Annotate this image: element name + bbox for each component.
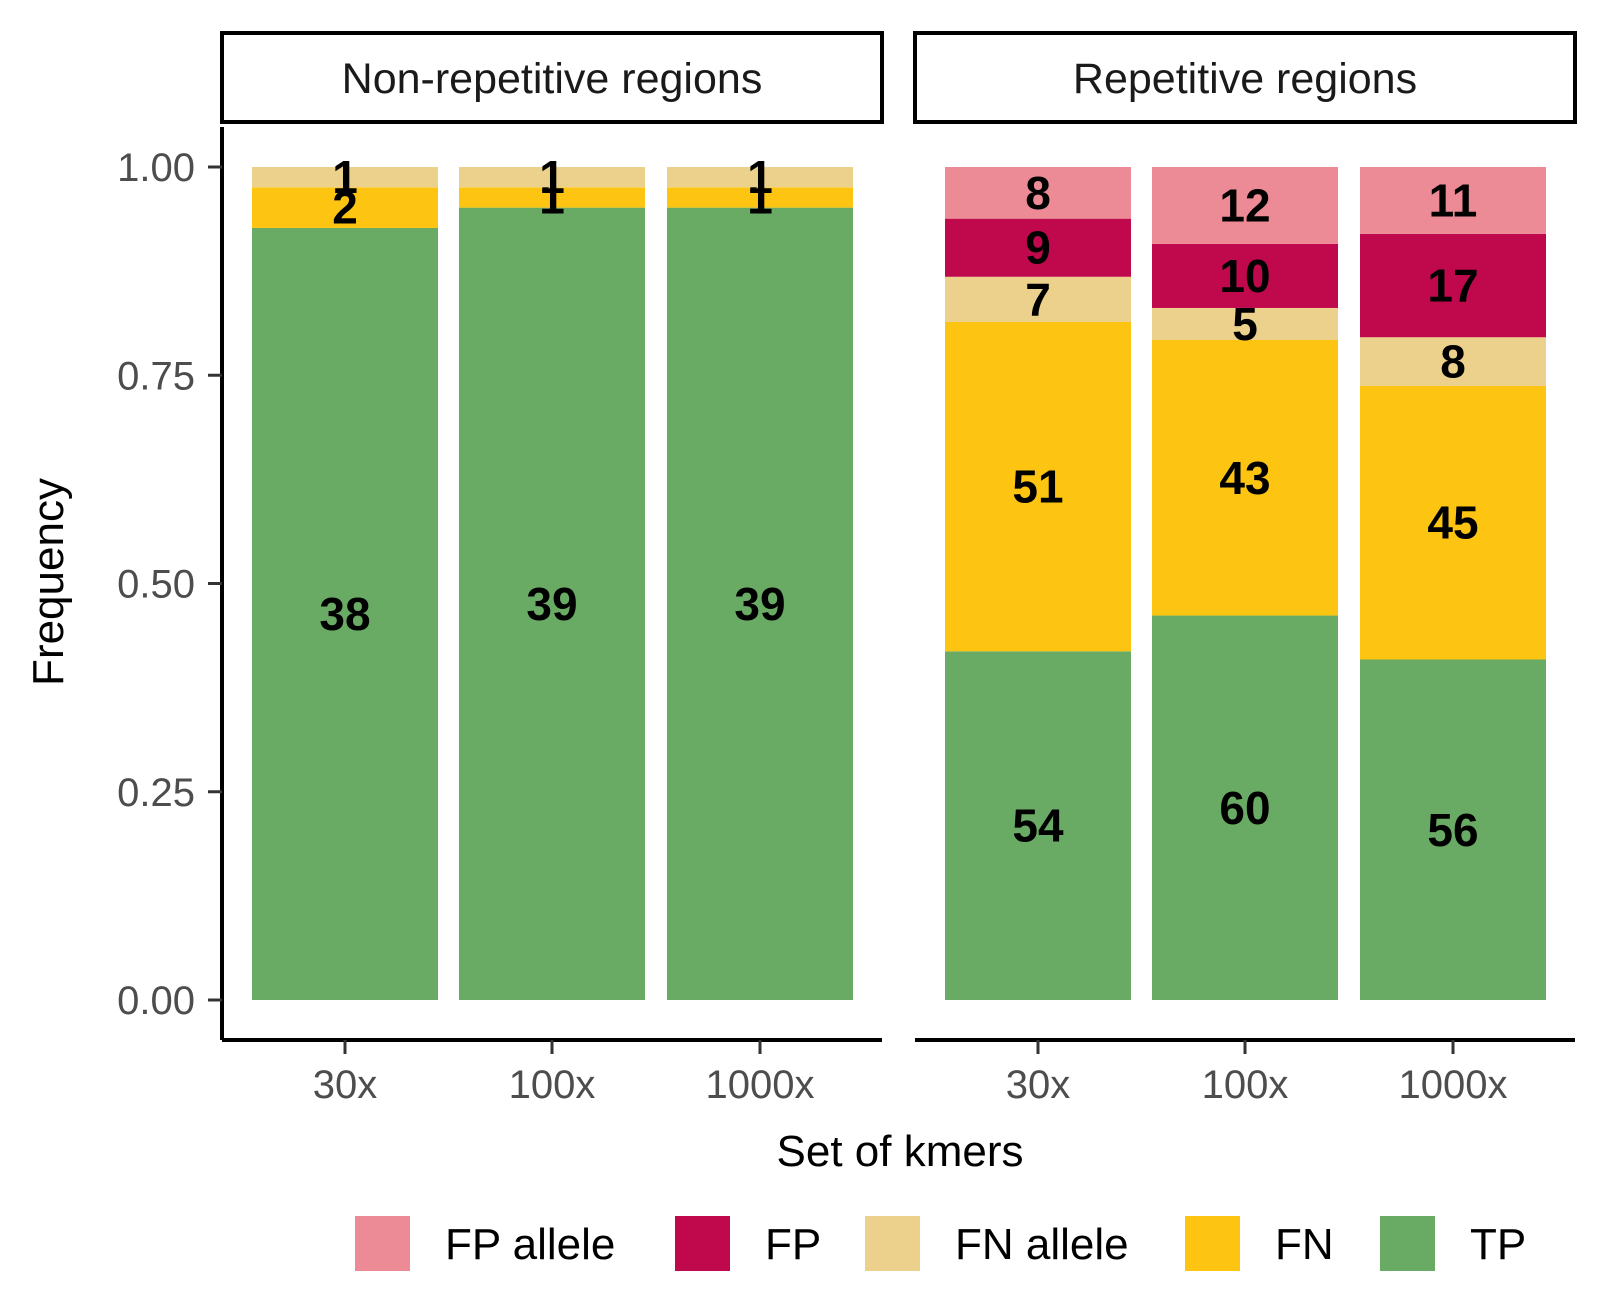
legend-item: TP (1380, 1216, 1526, 1271)
legend-swatch (865, 1216, 920, 1271)
legend-label: FN allele (955, 1220, 1129, 1269)
facet-strip (220, 31, 884, 124)
data-label: 51 (1012, 461, 1063, 513)
x-tick-label: 100x (509, 1063, 596, 1107)
bar-segment (945, 321, 1131, 652)
bar-segment (1360, 659, 1546, 1000)
bar-segment (252, 187, 438, 228)
legend-label: FN (1275, 1220, 1334, 1269)
facet-panel: Repetitive regions5451798604351012564581… (913, 31, 1577, 1000)
legend-swatch (675, 1216, 730, 1271)
bar-segment (1152, 615, 1338, 1000)
y-tick-label: 0.50 (117, 563, 195, 607)
data-label: 10 (1219, 250, 1270, 302)
facet-strip-label: Repetitive regions (1073, 55, 1417, 103)
bar-segment (252, 227, 438, 1000)
data-label: 1 (539, 151, 565, 203)
bar-segment (667, 207, 853, 1000)
x-axis-title: Set of kmers (777, 1127, 1024, 1176)
data-label: 1 (747, 151, 773, 203)
bar-segment (667, 187, 853, 208)
x-tick-label: 1000x (706, 1063, 815, 1107)
legend-label: FP allele (445, 1220, 615, 1269)
y-tick-label: 0.25 (117, 771, 195, 815)
bar-segment (1152, 307, 1338, 341)
facet-strip (913, 31, 1577, 124)
y-axis-title: Frequency (24, 478, 73, 686)
bar-segment (1360, 233, 1546, 338)
data-label: 45 (1427, 497, 1478, 549)
data-label: 8 (1025, 167, 1051, 219)
data-label: 56 (1427, 804, 1478, 856)
legend-item: FN allele (865, 1216, 1129, 1271)
legend-item: FN (1185, 1216, 1334, 1271)
bar-segment (1152, 167, 1338, 244)
stacked-bar: 38 21 (252, 151, 438, 1000)
legend-label: FP (765, 1220, 821, 1269)
data-label: 39 (526, 578, 577, 630)
data-label: 8 (1440, 336, 1466, 388)
bar-segment (667, 167, 853, 188)
y-tick-label: 0.00 (117, 979, 195, 1023)
bar-segment (1360, 337, 1546, 386)
data-label: 39 (734, 578, 785, 630)
x-tick-label: 30x (1006, 1063, 1071, 1107)
legend-item: FP (675, 1216, 821, 1271)
stacked-bar: 56 45 8 17 11 (1360, 167, 1546, 1000)
data-label: 43 (1219, 452, 1270, 504)
bar-segment (945, 167, 1131, 219)
bar-segment (459, 207, 645, 1000)
data-label: 17 (1427, 260, 1478, 312)
bar-segment (1152, 243, 1338, 308)
bar-segment (945, 651, 1131, 1000)
legend-label: TP (1470, 1220, 1526, 1269)
data-label: 54 (1012, 800, 1064, 852)
facet-panels: Non-repetitive regions382139113911Repeti… (220, 31, 1577, 1000)
axes: 0.00 0.25 0.50 0.75 1.00 30x 100x 1000x 30x 100x 1… (117, 127, 1575, 1107)
bar-segment (1152, 340, 1338, 616)
data-label: 12 (1219, 179, 1270, 231)
legend-swatch (355, 1216, 410, 1271)
bar-segment (945, 276, 1131, 322)
data-label: 7 (1025, 273, 1051, 325)
legend-swatch (1380, 1216, 1435, 1271)
x-tick-label: 30x (313, 1063, 378, 1107)
y-tick-label: 0.75 (117, 354, 195, 398)
data-label: 60 (1219, 782, 1270, 834)
data-label: 9 (1025, 222, 1051, 274)
data-label: 38 (319, 588, 370, 640)
y-tick-label: 1.00 (117, 146, 195, 190)
legend: FP allele FP FN allele FN TP (355, 1216, 1526, 1271)
x-tick-label: 100x (1202, 1063, 1289, 1107)
stacked-bar: 54 51 798 (945, 167, 1131, 1000)
legend-swatch (1185, 1216, 1240, 1271)
facet-strip-label: Non-repetitive regions (342, 55, 763, 103)
bar-segment (1360, 385, 1546, 660)
data-label: 11 (1429, 174, 1478, 226)
bar-segment (252, 167, 438, 188)
bar-segment (1360, 167, 1546, 234)
bar-segment (945, 218, 1131, 277)
bar-segment (459, 187, 645, 208)
data-label: 2 (332, 182, 358, 234)
x-tick-label: 1000x (1399, 1063, 1508, 1107)
bar-segment (459, 167, 645, 188)
data-label: 1 (332, 151, 358, 203)
legend-item: FP allele (355, 1216, 615, 1271)
